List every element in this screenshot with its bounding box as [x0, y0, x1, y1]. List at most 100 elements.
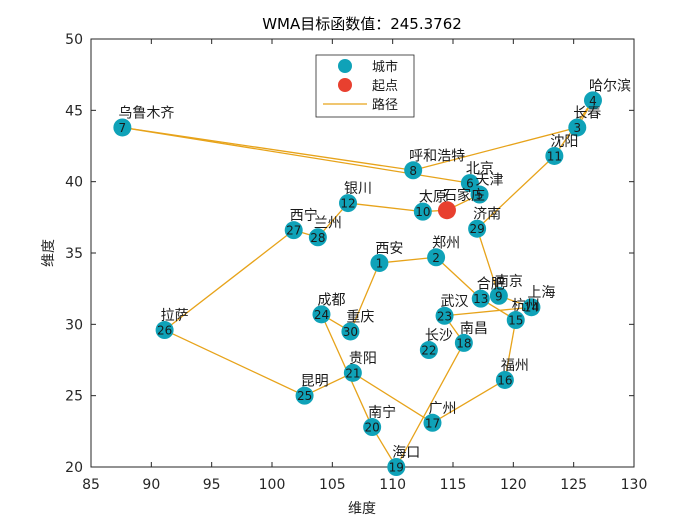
city-id-label: 27 — [286, 224, 301, 238]
city-name-label: 天津 — [476, 173, 504, 189]
city-id-label: 24 — [314, 308, 329, 322]
y-tick-label: 30 — [65, 317, 83, 333]
city-id-label: 26 — [157, 324, 172, 338]
y-axis-label: 维度 — [41, 239, 57, 267]
city-id-label: 2 — [432, 251, 440, 265]
city-marker — [341, 322, 360, 341]
route-segment — [476, 155, 555, 230]
route-segment — [395, 342, 465, 468]
legend: 城市 起点 路径 — [315, 54, 415, 118]
city-marker — [155, 321, 174, 340]
city-marker — [339, 194, 358, 213]
y-tick-label: 45 — [65, 103, 83, 119]
city-id-label: 12 — [340, 197, 355, 211]
city-id-label: 15 — [508, 314, 523, 328]
city-marker — [284, 221, 303, 240]
route-segment — [349, 262, 380, 332]
city-name-label: 福州 — [501, 358, 529, 374]
city-name-label: 郑州 — [432, 235, 460, 251]
city-id-label: 7 — [119, 121, 127, 135]
route-segment — [476, 228, 500, 297]
city-name-label: 呼和浩特 — [409, 148, 465, 164]
city-marker — [387, 458, 406, 476]
city-name-label: 杭州 — [512, 298, 540, 314]
y-tick-label: 35 — [65, 246, 83, 262]
chart-title: WMA目标函数值：245.3762 — [262, 15, 462, 33]
y-tick-label: 50 — [65, 32, 83, 48]
legend-start-label: 起点 — [372, 79, 398, 94]
route-segment — [413, 126, 578, 171]
city-marker — [113, 118, 132, 137]
city-name-label: 西宁 — [290, 207, 318, 224]
x-axis-label: 维度 — [348, 501, 376, 517]
city-markers: 1 234567891011121314151617181920212223242… — [113, 91, 602, 476]
city-id-label: 29 — [469, 222, 484, 236]
city-id-label: 18 — [456, 336, 471, 350]
x-tick-label: 115 — [440, 477, 467, 493]
city-name-label: 海口 — [392, 445, 420, 461]
city-name-label: 成都 — [317, 292, 345, 308]
x-tick-label: 95 — [203, 477, 221, 493]
city-marker — [522, 298, 541, 317]
y-tick-label: 20 — [65, 460, 83, 476]
city-id-label: 1 — [376, 256, 384, 270]
y-tick-label: 40 — [65, 175, 83, 191]
route-segment — [435, 256, 482, 300]
x-tick-label: 125 — [560, 477, 587, 493]
x-tick-labels: 85 90 95 100 105 110 115 120 125 130 — [82, 477, 647, 493]
y-tick-labels: 20 25 30 35 40 45 50 — [65, 32, 83, 476]
city-name-label: 拉萨 — [161, 308, 189, 324]
city-name-label: 乌鲁木齐 — [118, 105, 174, 121]
city-marker — [460, 174, 479, 193]
city-marker — [506, 311, 525, 330]
city-name-label: 西安 — [375, 241, 403, 257]
route-segment — [379, 256, 437, 264]
city-marker — [454, 333, 473, 352]
city-id-label: 28 — [310, 231, 325, 245]
route-segment — [432, 379, 506, 424]
start-point-marker — [437, 201, 456, 220]
city-id-label: 22 — [421, 344, 436, 358]
legend-box — [315, 54, 415, 118]
x-tick-label: 120 — [500, 477, 527, 493]
city-id-label: 21 — [345, 366, 360, 380]
start-name-label: 石家庄 — [443, 187, 485, 204]
city-marker — [312, 305, 331, 324]
city-id-label: 5 — [476, 188, 484, 202]
city-id-label: 8 — [409, 164, 417, 178]
city-marker — [404, 161, 423, 180]
city-marker — [583, 91, 602, 110]
city-name-label: 昆明 — [301, 374, 329, 390]
city-marker — [423, 413, 442, 432]
legend-path-label: 路径 — [372, 97, 398, 113]
city-marker — [545, 146, 564, 165]
city-name-label: 广州 — [428, 401, 456, 417]
legend-city-label: 城市 — [372, 59, 398, 75]
city-marker — [295, 386, 314, 405]
route-segment — [347, 202, 423, 213]
y-tick-label: 25 — [65, 389, 83, 405]
city-id-label: 23 — [437, 309, 452, 323]
x-tick-label: 130 — [621, 477, 648, 493]
x-tick-label: 100 — [259, 477, 286, 493]
city-name-label: 合肥 — [477, 277, 505, 293]
city-marker — [471, 289, 490, 308]
city-marker — [308, 228, 327, 247]
city-name-label: 哈尔滨 — [589, 78, 631, 94]
route-segment — [352, 372, 433, 424]
x-tick-label: 90 — [142, 477, 160, 493]
city-id-label: 17 — [425, 416, 440, 430]
city-name-label: 银川 — [344, 181, 372, 197]
city-marker — [568, 118, 587, 137]
city-marker — [363, 418, 382, 437]
city-id-label: 10 — [415, 205, 430, 219]
city-name-label: 太原 — [419, 190, 447, 206]
route-segment — [504, 319, 517, 381]
city-name-label: 济南 — [473, 207, 501, 223]
city-marker — [413, 202, 432, 221]
x-tick-label: 110 — [379, 477, 406, 493]
city-id-label: 25 — [297, 389, 312, 403]
city-name-label: 重庆 — [346, 309, 374, 325]
